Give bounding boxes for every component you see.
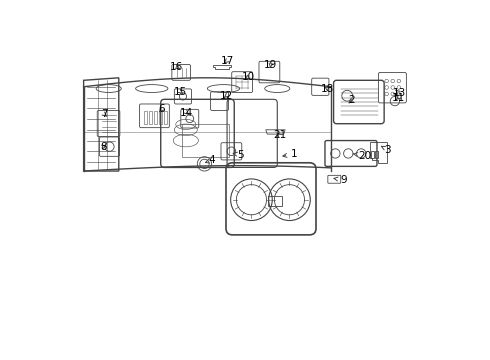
Text: 5: 5	[233, 150, 244, 160]
Text: 15: 15	[174, 87, 187, 97]
Text: 3: 3	[381, 144, 391, 154]
Bar	[370, 151, 374, 158]
Text: 11: 11	[392, 93, 405, 103]
Bar	[268, 196, 282, 206]
Bar	[164, 111, 167, 124]
Text: 16: 16	[170, 62, 183, 72]
Text: 7: 7	[101, 109, 108, 120]
Text: 4: 4	[205, 155, 215, 165]
Text: 9: 9	[334, 175, 347, 185]
Bar	[154, 111, 157, 124]
Bar	[182, 125, 229, 157]
Text: 1: 1	[283, 149, 298, 159]
Text: 8: 8	[100, 141, 107, 152]
Bar	[375, 151, 378, 158]
Bar	[149, 111, 152, 124]
Text: 13: 13	[392, 88, 406, 98]
Text: 21: 21	[273, 130, 286, 140]
Text: 6: 6	[158, 104, 165, 114]
Text: 20: 20	[353, 150, 372, 161]
Bar	[144, 111, 147, 124]
Text: 17: 17	[220, 55, 234, 66]
Text: 2: 2	[348, 95, 355, 105]
Text: 19: 19	[264, 59, 277, 69]
Text: 18: 18	[321, 84, 334, 94]
Text: 10: 10	[242, 72, 255, 82]
Text: 12: 12	[220, 91, 233, 101]
Bar	[159, 111, 162, 124]
Text: 14: 14	[180, 108, 194, 118]
